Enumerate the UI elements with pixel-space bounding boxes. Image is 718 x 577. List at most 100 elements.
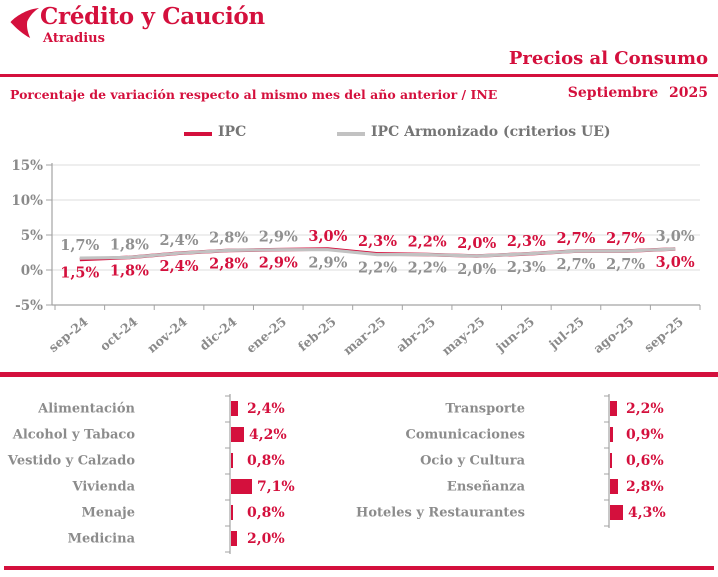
data-label: 1,5% [60,265,99,282]
bar-category-label: Enseñanza [446,479,525,495]
header-rule [0,74,718,77]
data-label: 3,0% [656,254,695,271]
bar [610,505,623,520]
bar-row: Hoteles y Restaurantes 4,3% [356,500,718,526]
bar-category-label: Menaje [81,505,135,521]
x-axis-month-label: sep-25 [641,314,686,355]
bar-row: Medicina 2,0% [0,526,359,552]
brand-name: Crédito y Caución [40,3,265,30]
y-axis-tick-label: 0% [21,263,43,279]
bar [231,427,244,442]
bar-value-label: 0,8% [247,453,285,469]
data-label: 2,7% [606,230,645,247]
brand-bird-icon [10,8,40,38]
bar-row: Alimentación 2,4% [0,396,359,422]
bar-value-label: 2,4% [247,401,285,417]
legend-label-ipc: IPC [218,124,247,140]
bar-value-label: 0,8% [247,505,285,521]
bar-value-label: 2,0% [247,531,285,547]
footer-rule [4,566,714,570]
data-label: 3,0% [656,228,695,245]
bar [610,401,617,416]
legend-label-armonizado: IPC Armonizado (criterios UE) [371,124,611,140]
data-label: 2,3% [507,233,546,250]
data-label: 2,7% [556,256,595,273]
brand-subname: Atradius [43,31,105,46]
bar-row: Vivienda 7,1% [0,474,359,500]
bar [231,505,233,520]
legend-swatch-armonizado [337,132,365,136]
x-axis-month-label: mar-25 [340,314,388,358]
category-bars-left: Alimentación 2,4% Alcohol y Tabaco 4,2% Vest… [0,392,359,564]
bar-value-label: 7,1% [257,479,295,495]
bar [231,479,252,494]
bar [231,401,238,416]
bar-row: Transporte 2,2% [379,396,718,422]
data-label: 1,8% [110,262,149,279]
data-label: 2,2% [358,260,397,277]
bar-row: Comunicaciones 0,9% [379,422,718,448]
data-label: 2,4% [160,232,199,249]
report-subtitle: Porcentaje de variación respecto al mism… [10,87,498,102]
bar-category-label: Medicina [67,531,135,547]
bar-row: Menaje 0,8% [0,500,359,526]
x-axis-month-label: jun-25 [492,314,537,355]
x-axis-month-label: nov-24 [144,314,190,356]
bar-category-label: Hoteles y Restaurantes [356,505,525,521]
y-axis-tick-label: 10% [11,193,43,209]
bar-value-label: 2,2% [626,401,664,417]
page-title: Precios al Consumo [508,48,708,69]
bar-value-label: 0,9% [626,427,664,443]
bar-category-label: Comunicaciones [405,427,525,443]
x-axis-month-label: jul-25 [545,314,587,352]
data-label: 2,2% [408,234,447,251]
bar-value-label: 4,2% [249,427,287,443]
bar-value-label: 4,3% [628,505,666,521]
bar-category-label: Ocio y Cultura [420,453,525,469]
bar [610,453,612,468]
data-label: 2,3% [507,259,546,276]
data-label: 2,0% [457,261,496,278]
x-axis-month-label: oct-24 [97,314,141,354]
legend-swatch-ipc [184,132,212,136]
data-label: 2,8% [209,255,248,272]
bar-axis [225,394,231,554]
x-axis-month-label: sep-24 [46,314,91,355]
bar-row: Vestido y Calzado 0,8% [0,448,359,474]
data-label: 2,0% [457,235,496,252]
bar-row: Alcohol y Tabaco 4,2% [0,422,359,448]
bar-row: Ocio y Cultura 0,6% [379,448,718,474]
section-divider [0,372,718,377]
x-axis-month-label: ene-25 [243,314,289,356]
x-axis-month-label: may-25 [439,314,488,358]
bar-category-label: Alcohol y Tabaco [12,427,135,443]
bar [231,453,233,468]
data-label: 2,9% [259,229,298,246]
data-label: 2,9% [308,255,347,272]
data-label: 2,4% [160,258,199,275]
x-axis-month-label: feb-25 [295,314,339,354]
y-axis-tick-label: 5% [21,228,43,244]
data-label: 2,9% [259,255,298,272]
x-axis-month-label: dic-24 [196,314,239,354]
data-label: 2,2% [408,260,447,277]
bar-category-label: Transporte [445,401,525,417]
bar-axis [604,394,610,528]
bar [231,531,237,546]
data-label: 3,0% [308,228,347,245]
category-bars-right: Transporte 2,2% Comunicaciones 0,9% Ocio y C… [356,392,718,564]
x-axis-month-label: ago-25 [590,314,636,356]
bar-row: Enseñanza 2,8% [379,474,718,500]
data-label: 2,8% [209,229,248,246]
series-line-armonizado [79,247,676,260]
data-label: 1,7% [60,237,99,254]
y-axis-tick-label: 15% [11,158,43,174]
bar-value-label: 2,8% [626,479,664,495]
data-label: 2,7% [606,256,645,273]
data-label: 2,7% [556,230,595,247]
bar-value-label: 0,6% [626,453,664,469]
bar [610,479,618,494]
bar [610,427,613,442]
bar-category-label: Vestido y Calzado [7,453,135,469]
x-axis-month-label: abr-25 [393,314,438,355]
